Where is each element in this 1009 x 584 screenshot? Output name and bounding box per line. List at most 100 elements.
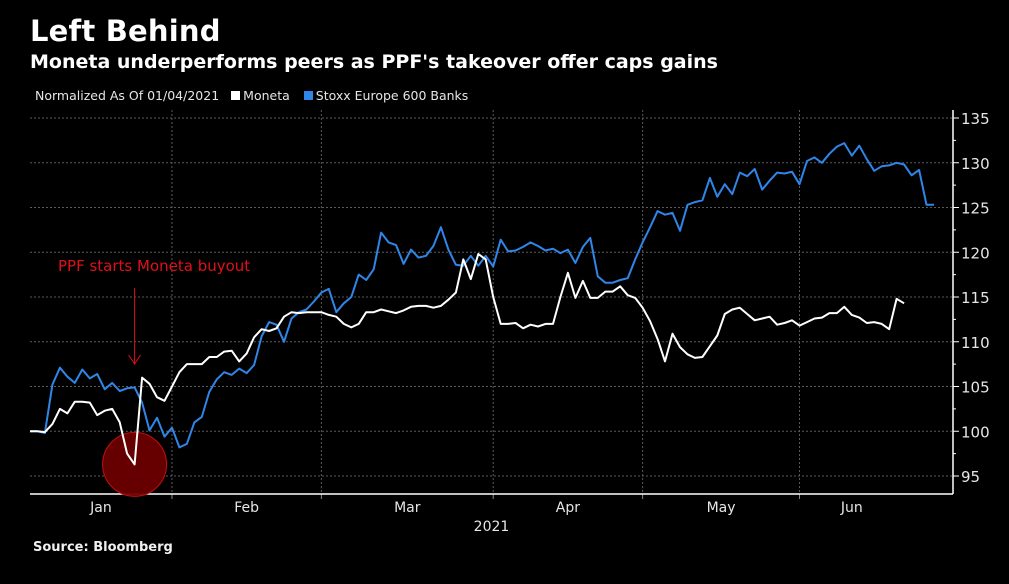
y-tick-label: 115 [961, 289, 990, 307]
data-point-stoxx-europe-600-banks [321, 292, 322, 293]
data-point-moneta [134, 464, 135, 465]
data-point-stoxx-europe-600-banks [67, 376, 68, 377]
data-point-stoxx-europe-600-banks [620, 279, 621, 280]
data-point-stoxx-europe-600-banks [455, 264, 456, 265]
data-point-stoxx-europe-600-banks [702, 200, 703, 201]
data-point-moneta [605, 291, 606, 292]
data-point-moneta [343, 323, 344, 324]
data-point-stoxx-europe-600-banks [552, 248, 553, 249]
data-point-moneta [478, 253, 479, 254]
data-point-moneta [657, 338, 658, 339]
data-point-stoxx-europe-600-banks [874, 170, 875, 171]
data-point-moneta [82, 401, 83, 402]
annotation-layer: PPF starts Moneta buyout [58, 257, 250, 497]
data-point-stoxx-europe-600-banks [896, 162, 897, 163]
data-point-stoxx-europe-600-banks [672, 212, 673, 213]
data-point-moneta [298, 313, 299, 314]
data-point-moneta [358, 323, 359, 324]
data-point-stoxx-europe-600-banks [933, 204, 934, 205]
x-axis-year-label: 2021 [474, 519, 510, 535]
data-point-moneta [67, 413, 68, 414]
data-point-moneta [896, 298, 897, 299]
data-point-moneta [739, 307, 740, 308]
data-point-stoxx-europe-600-banks [470, 255, 471, 256]
data-point-moneta [709, 346, 710, 347]
data-point-moneta [373, 312, 374, 313]
data-point-moneta [186, 364, 187, 365]
data-point-moneta [649, 321, 650, 322]
data-point-stoxx-europe-600-banks [440, 227, 441, 228]
data-point-moneta [351, 327, 352, 328]
data-point-moneta [97, 415, 98, 416]
annotation-text: PPF starts Moneta buyout [58, 257, 250, 275]
data-point-moneta [104, 410, 105, 411]
data-point-moneta [769, 316, 770, 317]
data-point-stoxx-europe-600-banks [119, 390, 120, 391]
legend-item-moneta: Moneta [231, 88, 290, 103]
y-tick-label: 105 [961, 379, 990, 397]
data-point-moneta [366, 312, 367, 313]
data-point-moneta [635, 297, 636, 298]
data-point-stoxx-europe-600-banks [485, 255, 486, 256]
x-tick-label: May [707, 500, 736, 516]
data-point-moneta [791, 320, 792, 321]
data-point-stoxx-europe-600-banks [425, 255, 426, 256]
data-point-moneta [336, 316, 337, 317]
series-line-stoxx-europe-600-banks [30, 142, 934, 449]
data-point-stoxx-europe-600-banks [590, 237, 591, 238]
data-point-stoxx-europe-600-banks [545, 250, 546, 251]
data-point-moneta [171, 386, 172, 387]
data-point-moneta [545, 323, 546, 324]
data-point-moneta [627, 295, 628, 296]
x-tick-label: Jan [89, 500, 112, 516]
data-point-stoxx-europe-600-banks [209, 391, 210, 392]
data-point-stoxx-europe-600-banks [134, 387, 135, 388]
series-points-stoxx-europe-600-banks [29, 142, 934, 448]
data-point-moneta [567, 272, 568, 273]
data-point-stoxx-europe-600-banks [291, 318, 292, 319]
data-point-stoxx-europe-600-banks [642, 242, 643, 243]
data-point-stoxx-europe-600-banks [306, 309, 307, 310]
x-tick-label: Feb [234, 500, 259, 516]
data-point-moneta [814, 318, 815, 319]
data-point-moneta [239, 361, 240, 362]
data-point-moneta [455, 292, 456, 293]
data-point-stoxx-europe-600-banks [254, 364, 255, 365]
data-point-stoxx-europe-600-banks [231, 374, 232, 375]
y-tick-label: 95 [961, 468, 980, 486]
data-point-stoxx-europe-600-banks [784, 173, 785, 174]
data-point-stoxx-europe-600-banks [904, 164, 905, 165]
data-point-stoxx-europe-600-banks [313, 301, 314, 302]
data-point-stoxx-europe-600-banks [239, 368, 240, 369]
data-point-stoxx-europe-600-banks [395, 244, 396, 245]
data-point-stoxx-europe-600-banks [179, 447, 180, 448]
data-point-moneta [597, 297, 598, 298]
data-point-moneta [463, 259, 464, 260]
data-point-stoxx-europe-600-banks [82, 369, 83, 370]
data-point-moneta [859, 317, 860, 318]
data-point-moneta [313, 312, 314, 313]
data-point-stoxx-europe-600-banks [276, 324, 277, 325]
gridlines [30, 110, 953, 494]
data-point-moneta [216, 356, 217, 357]
data-point-moneta [530, 324, 531, 325]
data-point-stoxx-europe-600-banks [889, 165, 890, 166]
data-point-moneta [141, 377, 142, 378]
data-point-moneta [194, 364, 195, 365]
chart-subtitle: Moneta underperforms peers as PPF's take… [30, 51, 718, 73]
data-point-stoxx-europe-600-banks [246, 372, 247, 373]
data-point-stoxx-europe-600-banks [141, 402, 142, 403]
data-point-stoxx-europe-600-banks [433, 245, 434, 246]
y-tick-label: 135 [961, 110, 990, 128]
data-point-moneta [209, 356, 210, 357]
data-point-moneta [889, 329, 890, 330]
data-point-stoxx-europe-600-banks [381, 232, 382, 233]
data-point-moneta [821, 317, 822, 318]
data-point-moneta [747, 313, 748, 314]
legend-item-stoxx: Stoxx Europe 600 Banks [303, 88, 468, 103]
data-point-stoxx-europe-600-banks [575, 262, 576, 263]
data-point-moneta [410, 306, 411, 307]
data-point-moneta [582, 280, 583, 281]
data-point-stoxx-europe-600-banks [582, 246, 583, 247]
data-point-stoxx-europe-600-banks [724, 184, 725, 185]
